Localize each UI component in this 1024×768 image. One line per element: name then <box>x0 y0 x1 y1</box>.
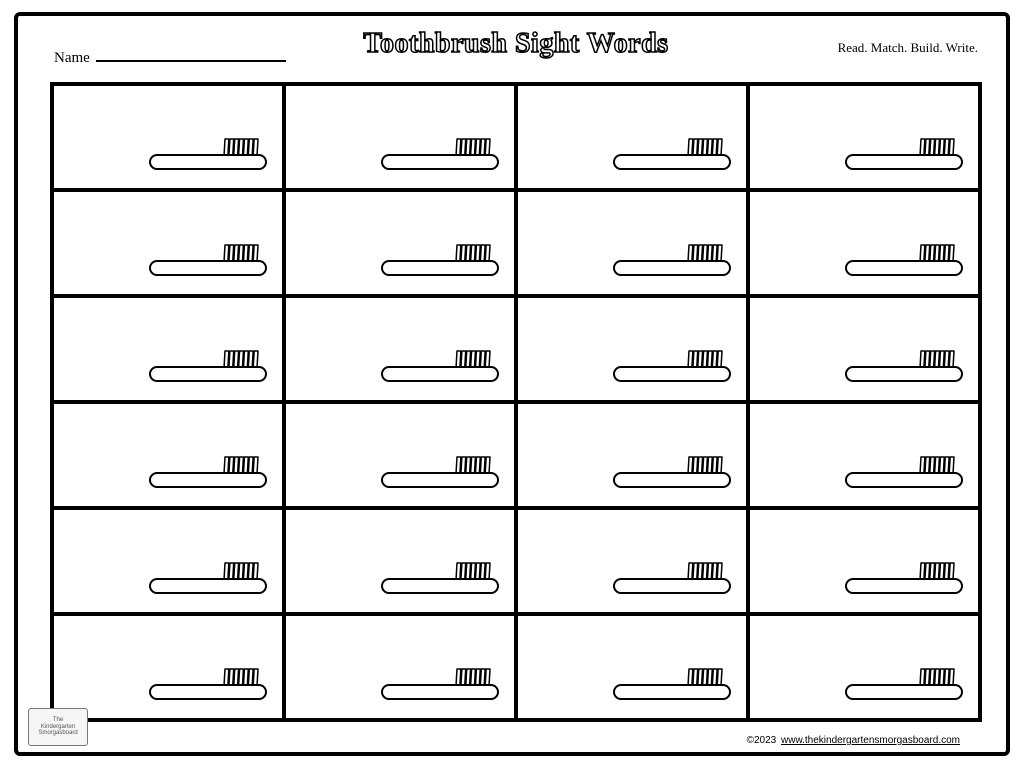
grid-cell[interactable] <box>52 614 284 720</box>
toothbrush-icon-wrap <box>148 667 268 708</box>
name-label: Name <box>54 50 90 67</box>
logo-line: Kindergarten <box>41 724 75 731</box>
copyright-year: ©2023 <box>747 735 777 746</box>
toothbrush-icon-wrap <box>612 561 732 602</box>
grid-cell[interactable] <box>284 402 516 508</box>
grid-cell[interactable] <box>748 508 980 614</box>
instructions-text: Read. Match. Build. Write. <box>838 40 978 56</box>
toothbrush-icon <box>148 561 268 597</box>
footer-copyright: ©2023 www.thekindergartensmorgasboard.co… <box>747 735 960 746</box>
grid-cell[interactable] <box>284 84 516 190</box>
toothbrush-icon <box>380 561 500 597</box>
toothbrush-icon-wrap <box>380 349 500 390</box>
page-title: Toothbrush Sight Words <box>363 28 668 60</box>
grid-cell[interactable] <box>748 296 980 402</box>
grid-cell[interactable] <box>516 614 748 720</box>
grid-cell[interactable] <box>516 402 748 508</box>
grid-cell[interactable] <box>516 84 748 190</box>
toothbrush-icon <box>148 349 268 385</box>
grid-cell[interactable] <box>284 296 516 402</box>
toothbrush-icon-wrap <box>148 349 268 390</box>
copyright-url: www.thekindergartensmorgasboard.com <box>781 735 960 746</box>
toothbrush-icon <box>148 137 268 173</box>
toothbrush-icon <box>612 243 732 279</box>
outer-frame: Name Toothbrush Sight Words Read. Match.… <box>14 12 1010 756</box>
toothbrush-icon-wrap <box>148 455 268 496</box>
grid-cell[interactable] <box>748 402 980 508</box>
grid-cell[interactable] <box>748 614 980 720</box>
toothbrush-icon-wrap <box>380 243 500 284</box>
toothbrush-icon <box>612 455 732 491</box>
toothbrush-icon-wrap <box>612 455 732 496</box>
toothbrush-icon-wrap <box>148 561 268 602</box>
grid-cell[interactable] <box>52 296 284 402</box>
toothbrush-icon <box>612 137 732 173</box>
toothbrush-icon-wrap <box>844 667 964 708</box>
toothbrush-icon-wrap <box>380 561 500 602</box>
grid-cell[interactable] <box>516 190 748 296</box>
toothbrush-icon <box>844 137 964 173</box>
toothbrush-icon <box>148 455 268 491</box>
worksheet-grid <box>50 82 982 722</box>
toothbrush-icon <box>844 561 964 597</box>
toothbrush-icon <box>380 455 500 491</box>
toothbrush-icon <box>380 137 500 173</box>
header: Name Toothbrush Sight Words Read. Match.… <box>50 26 982 78</box>
toothbrush-icon-wrap <box>844 561 964 602</box>
grid-cell[interactable] <box>52 402 284 508</box>
toothbrush-icon-wrap <box>612 243 732 284</box>
grid-row <box>52 508 980 614</box>
grid-cell[interactable] <box>284 508 516 614</box>
toothbrush-icon <box>844 243 964 279</box>
toothbrush-icon-wrap <box>380 137 500 178</box>
grid-cell[interactable] <box>52 190 284 296</box>
toothbrush-icon <box>380 349 500 385</box>
grid-cell[interactable] <box>516 296 748 402</box>
toothbrush-icon-wrap <box>148 243 268 284</box>
grid-cell[interactable] <box>748 190 980 296</box>
publisher-logo: The Kindergarten Smorgasboard <box>28 708 88 746</box>
name-underline[interactable] <box>96 48 286 62</box>
toothbrush-icon <box>380 243 500 279</box>
toothbrush-icon <box>148 243 268 279</box>
toothbrush-icon-wrap <box>612 137 732 178</box>
toothbrush-icon-wrap <box>612 349 732 390</box>
grid-cell[interactable] <box>52 84 284 190</box>
grid-cell[interactable] <box>52 508 284 614</box>
grid-cell[interactable] <box>748 84 980 190</box>
toothbrush-icon-wrap <box>844 137 964 178</box>
toothbrush-icon <box>844 455 964 491</box>
grid-cell[interactable] <box>516 508 748 614</box>
grid-cell[interactable] <box>284 614 516 720</box>
toothbrush-icon-wrap <box>380 455 500 496</box>
toothbrush-icon <box>380 667 500 703</box>
toothbrush-icon-wrap <box>148 137 268 178</box>
toothbrush-icon <box>612 349 732 385</box>
grid-row <box>52 84 980 190</box>
toothbrush-icon <box>612 561 732 597</box>
logo-line: Smorgasboard <box>38 730 77 737</box>
toothbrush-icon-wrap <box>844 349 964 390</box>
grid-row <box>52 296 980 402</box>
grid-row <box>52 614 980 720</box>
toothbrush-icon-wrap <box>844 243 964 284</box>
toothbrush-icon <box>844 667 964 703</box>
logo-line: The <box>53 717 63 724</box>
grid-row <box>52 402 980 508</box>
grid-cell[interactable] <box>284 190 516 296</box>
worksheet-sheet: Name Toothbrush Sight Words Read. Match.… <box>50 26 982 726</box>
toothbrush-icon <box>612 667 732 703</box>
name-field: Name <box>54 48 286 67</box>
toothbrush-icon-wrap <box>612 667 732 708</box>
grid-row <box>52 190 980 296</box>
toothbrush-icon-wrap <box>844 455 964 496</box>
toothbrush-icon <box>148 667 268 703</box>
toothbrush-icon <box>844 349 964 385</box>
toothbrush-icon-wrap <box>380 667 500 708</box>
